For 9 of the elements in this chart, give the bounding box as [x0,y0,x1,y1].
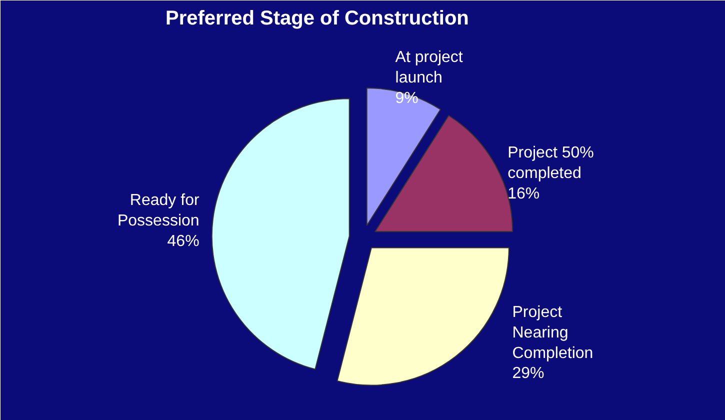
chart-title: Preferred Stage of Construction [166,8,469,30]
data-label: 9% [395,90,418,107]
data-label: 16% [508,185,540,202]
data-label: 46% [167,232,200,250]
slice-label: At project launch [395,48,464,86]
slice-label: Project Nearing Completion [512,304,594,362]
slice-label: Ready for Possession [117,192,200,230]
data-label: 29% [512,365,544,382]
slice-label: Project 50% completed [508,144,594,182]
